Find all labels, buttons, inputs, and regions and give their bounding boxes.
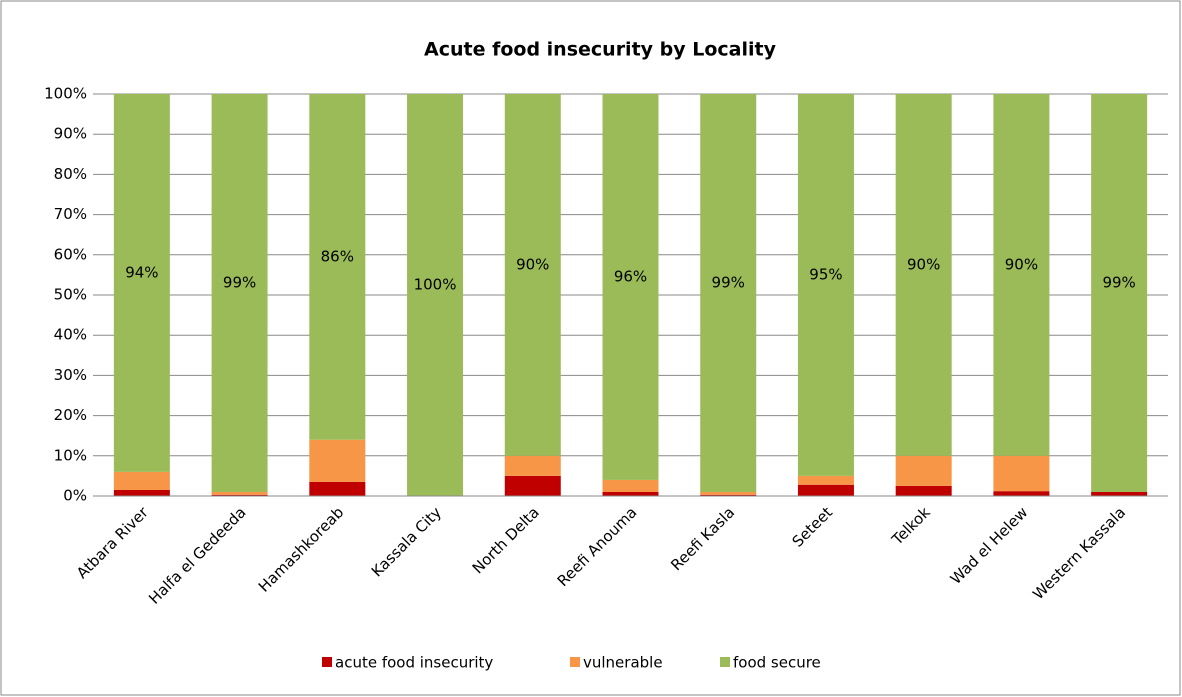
- y-tick-label: 90%: [54, 125, 87, 143]
- bar-segment: [113, 489, 170, 496]
- legend-label: acute food insecurity: [335, 654, 493, 672]
- data-label: 99%: [1102, 273, 1135, 291]
- data-label: 94%: [125, 263, 158, 281]
- data-label: 90%: [516, 255, 549, 273]
- chart-title: Acute food insecurity by Locality: [424, 39, 777, 61]
- bar-segment: [211, 94, 268, 492]
- bar-segment: [504, 455, 561, 476]
- data-label: 96%: [614, 267, 647, 285]
- y-tick-label: 30%: [54, 366, 87, 384]
- y-tick-label: 10%: [54, 446, 87, 464]
- y-tick-label: 50%: [54, 286, 87, 304]
- data-label: 90%: [907, 255, 940, 273]
- legend-swatch: [720, 657, 730, 667]
- bar-segment: [700, 491, 757, 495]
- bar-segment: [504, 475, 561, 496]
- bar-segment: [113, 471, 170, 490]
- data-label: 99%: [712, 273, 745, 291]
- bar-segment: [993, 94, 1050, 456]
- bar-segment: [407, 94, 464, 496]
- bar-segment: [797, 475, 854, 485]
- bar-segment: [895, 455, 952, 486]
- bar-segment: [797, 484, 854, 496]
- bar-segment: [211, 494, 268, 496]
- bar-segment: [700, 494, 757, 496]
- legend-swatch: [322, 657, 332, 667]
- bar-segment: [602, 94, 659, 480]
- bar-segment: [993, 491, 1050, 496]
- bar-segment: [1091, 491, 1148, 496]
- legend-label: food secure: [733, 654, 821, 672]
- bar-segment: [797, 94, 854, 476]
- bar-segment: [700, 94, 757, 492]
- y-tick-label: 100%: [44, 85, 87, 103]
- y-tick-label: 80%: [54, 165, 87, 183]
- bar-segment: [504, 94, 561, 456]
- y-tick-label: 0%: [63, 487, 87, 505]
- bar-segment: [1091, 94, 1148, 492]
- y-tick-label: 20%: [54, 406, 87, 424]
- bar-segment: [602, 491, 659, 496]
- bar-segment: [309, 94, 366, 440]
- data-label: 99%: [223, 273, 256, 291]
- y-tick-label: 40%: [54, 326, 87, 344]
- bar-segment: [309, 481, 366, 496]
- bar-segment: [211, 491, 268, 495]
- data-label: 86%: [321, 247, 354, 265]
- data-label: 90%: [1005, 255, 1038, 273]
- y-tick-label: 60%: [54, 245, 87, 263]
- bar-segment: [602, 479, 659, 492]
- bar-segment: [309, 439, 366, 482]
- y-tick-label: 70%: [54, 205, 87, 223]
- bar-segment: [895, 94, 952, 456]
- legend-swatch: [570, 657, 580, 667]
- bar-segment: [993, 455, 1050, 492]
- bar-segment: [113, 94, 170, 472]
- data-label: 95%: [809, 265, 842, 283]
- legend-label: vulnerable: [583, 654, 663, 672]
- data-label: 100%: [414, 276, 457, 294]
- bar-segment: [895, 485, 952, 496]
